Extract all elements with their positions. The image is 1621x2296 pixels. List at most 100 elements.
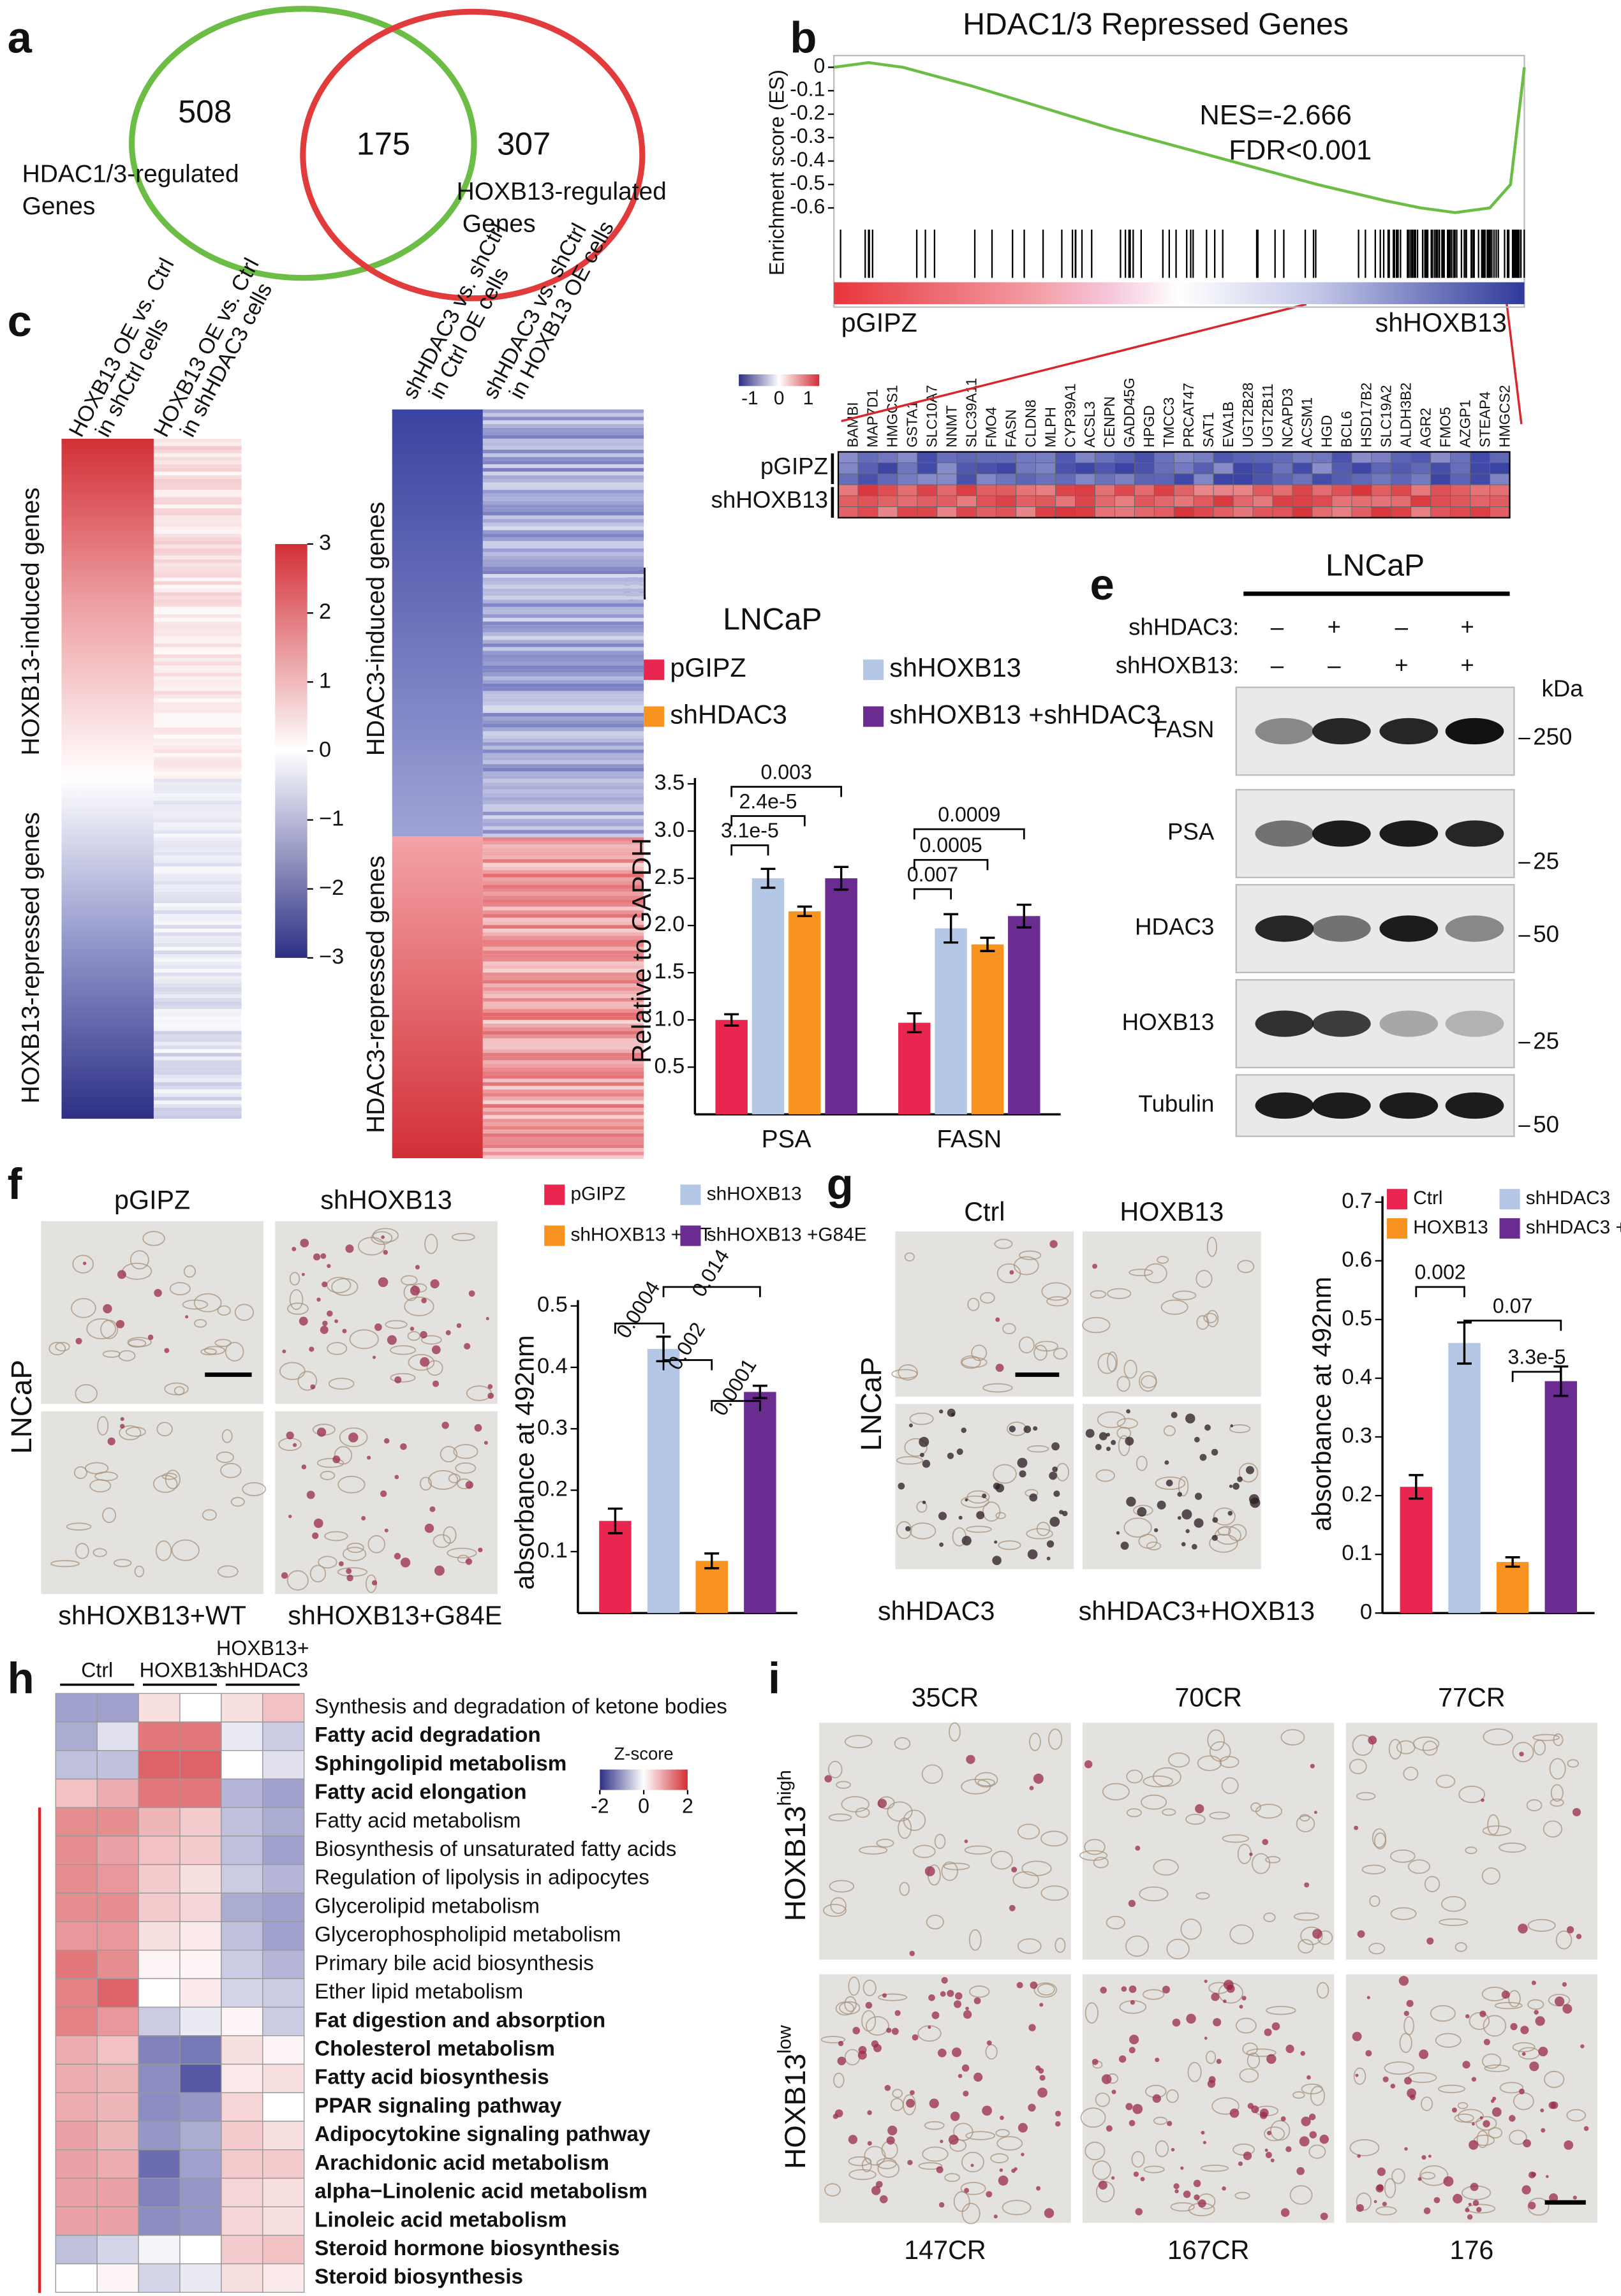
cell [1126,1808,1142,1818]
heat-stripe [482,478,644,483]
heat-stripe [153,545,242,548]
cell [50,1560,80,1568]
significance-bracket [730,844,769,856]
cell [286,1570,309,1591]
heat-cell [179,2063,222,2093]
heat-stripe [153,1071,242,1075]
cell [433,1534,451,1549]
droplet [1266,2130,1271,2135]
heat-cell [838,506,859,519]
cell [1435,1774,1456,1788]
heat-stripe [482,950,644,955]
droplet [1106,1432,1111,1437]
heat-cell [179,1836,222,1866]
droplet [1125,2103,1133,2110]
heat-stripe [482,807,644,812]
droplet [1469,2140,1479,2150]
significance-bracket [1511,1371,1562,1382]
droplet [185,1315,189,1319]
heat-stripe [153,632,242,637]
droplet [1000,2116,1004,2120]
image-label: shHDAC3+HOXB13 [1079,1596,1315,1626]
heat-cell [1490,462,1511,475]
heat-stripe [482,906,644,911]
heat-cell [262,1721,305,1751]
heat-cell [1213,473,1234,485]
heat-stripe [153,1111,242,1115]
heat-stripe [153,1020,242,1024]
heat-stripe [153,647,242,651]
droplet [1039,2003,1044,2007]
heat-stripe [482,1045,644,1050]
heat-stripe [482,1115,644,1119]
heat-stripe [482,698,644,702]
heat-stripe [482,413,644,417]
droplet [1046,1556,1051,1561]
droplet [1468,2202,1472,2206]
image-label: 176 [1450,2235,1494,2265]
heat-stripe [482,1012,644,1017]
heat-cell [55,2121,98,2151]
heat-cell [221,1778,263,1808]
heat-cell [96,2006,139,2036]
droplet [1310,1763,1315,1769]
heat-stripe [482,1016,644,1020]
gene-label: FASN [1002,409,1019,448]
bar [898,1022,931,1115]
gene-label: ACSL3 [1081,401,1098,448]
droplet [115,1320,125,1328]
cell [1097,1353,1117,1374]
y-tick-label: -0.1 [790,78,825,101]
heat-stripe [153,914,242,918]
blot-band [1312,915,1371,942]
droplet [905,1526,911,1532]
heat-stripe [482,610,644,615]
cell [451,1233,475,1242]
droplet [441,1422,449,1429]
heat-cell [179,1892,222,1922]
row-label: Synthesis and degradation of ketone bodi… [315,1695,727,1718]
cell [1412,1736,1440,1751]
heat-stripe [482,874,644,878]
cell [1211,2097,1240,2115]
heat-stripe [153,661,242,666]
droplet [487,1384,493,1389]
heat-stripe [482,460,644,465]
heat-cell [1232,484,1254,496]
heat-cell [1035,506,1056,519]
heat-stripe [482,1111,644,1115]
cell [844,1996,857,2012]
heat-cell [179,2263,222,2293]
droplet [394,1552,401,1560]
y-tick-label: 0.1 [537,1538,568,1563]
heat-cell [179,1693,222,1723]
cell [1476,2116,1497,2131]
droplet [951,1413,955,1417]
heat-stripe [153,892,242,896]
heat-cell [1371,484,1392,496]
droplet [976,1511,985,1520]
droplet [1129,2035,1139,2045]
heat-stripe [153,1027,242,1031]
heat-stripe [482,888,644,892]
heat-stripe [482,961,644,966]
heat-cell [96,2206,139,2236]
heat-cell [956,506,977,519]
cell [1053,1348,1068,1360]
droplet [1207,2080,1216,2088]
x-tick-label: FASN [936,1126,1002,1153]
heat-stripe [153,548,242,552]
droplet [1173,2183,1180,2189]
heat-cell [1351,484,1372,496]
cell [1167,1752,1190,1768]
droplet [1251,2105,1259,2114]
droplet [1101,2074,1112,2084]
unit-label: kDa [1541,675,1583,702]
droplet [1531,1980,1536,1985]
p-value: 0.007 [907,863,958,886]
heat-stripe [482,1067,644,1071]
droplet [1204,2036,1208,2040]
heat-stripe [482,651,644,655]
droplet [1121,1986,1127,1992]
heat-stripe [153,735,242,739]
